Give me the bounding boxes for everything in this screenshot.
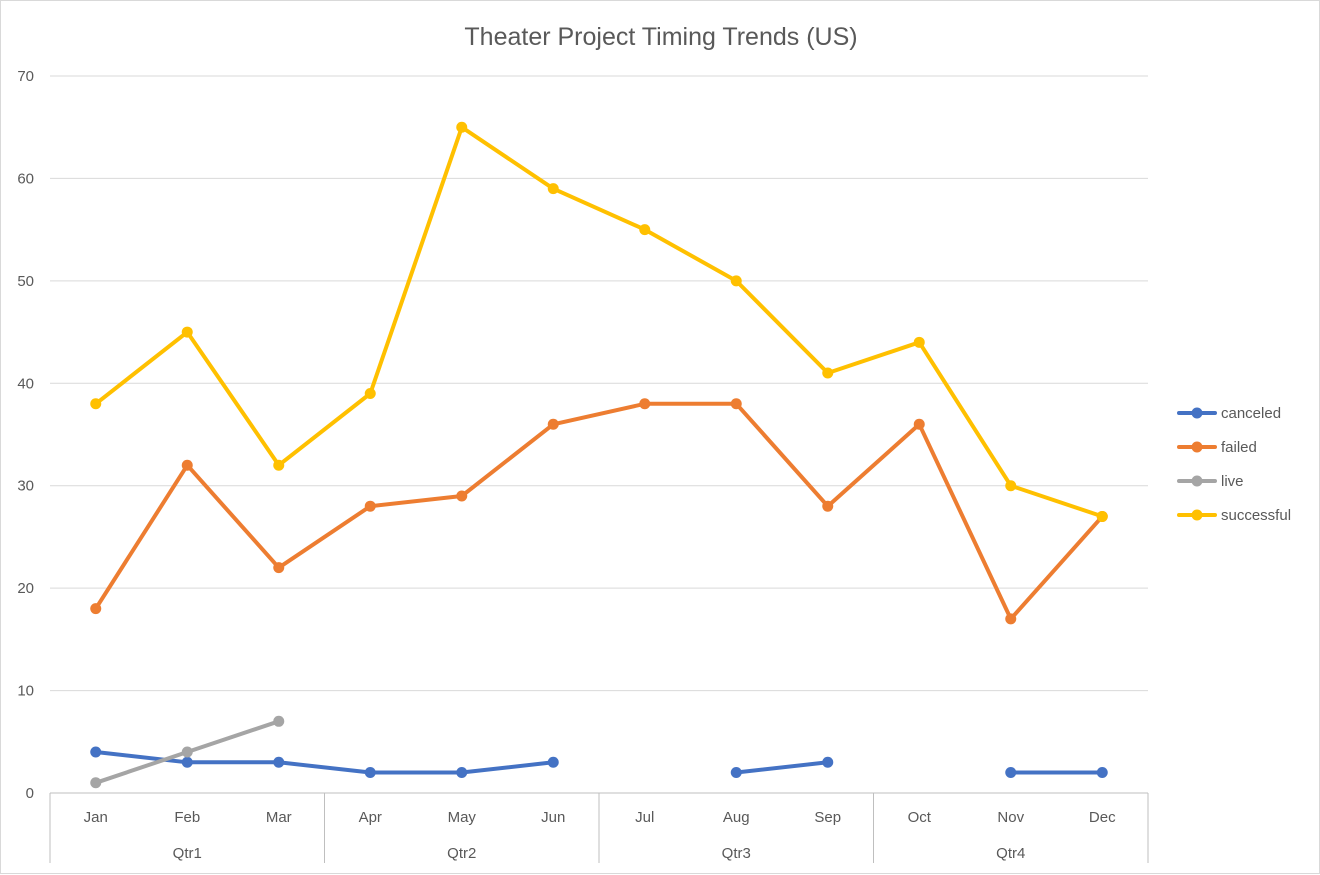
data-point-canceled: [822, 756, 834, 768]
data-point-live: [90, 777, 102, 789]
chart-title: Theater Project Timing Trends (US): [464, 23, 857, 51]
data-point-canceled: [181, 756, 193, 768]
data-point-successful: [273, 459, 285, 471]
data-point-successful: [364, 388, 376, 400]
data-point-failed: [364, 500, 376, 512]
gridlines: [50, 75, 1148, 692]
x-tick-label: Feb: [174, 809, 200, 826]
x-tick-label: Oct: [908, 809, 932, 826]
legend-swatch-marker: [1191, 475, 1203, 487]
data-point-live: [273, 715, 285, 727]
data-point-failed: [730, 398, 742, 410]
data-point-failed: [1005, 613, 1017, 625]
data-point-successful: [730, 275, 742, 287]
series-line-canceled: [93, 750, 556, 775]
x-tick-label: Apr: [359, 809, 382, 826]
x-group-label: Qtr1: [173, 845, 202, 862]
data-point-canceled: [547, 756, 559, 768]
data-point-canceled: [1005, 767, 1017, 779]
plot-area: [90, 121, 1108, 789]
x-tick-label: Jan: [84, 809, 108, 826]
data-point-canceled: [273, 756, 285, 768]
series-line-successful: [93, 125, 1105, 519]
data-point-canceled: [90, 746, 102, 758]
legend-swatch-marker: [1191, 509, 1203, 521]
x-tick-label: Dec: [1089, 809, 1116, 826]
x-tick-label: Mar: [266, 809, 292, 826]
y-tick-label: 40: [17, 375, 34, 392]
data-point-successful: [1005, 480, 1017, 492]
data-point-canceled: [364, 767, 376, 779]
legend-swatch-marker: [1191, 407, 1203, 419]
x-tick-label: Aug: [723, 809, 750, 826]
data-point-successful: [90, 398, 102, 410]
legend-label: failed: [1221, 439, 1257, 456]
data-point-canceled: [730, 767, 742, 779]
data-point-live: [181, 746, 193, 758]
data-point-failed: [181, 459, 193, 471]
series-line-failed: [93, 401, 1105, 621]
data-point-failed: [913, 418, 925, 430]
y-tick-label: 0: [26, 785, 34, 802]
x-tick-label: Sep: [814, 809, 841, 826]
y-tick-label: 10: [17, 683, 34, 700]
data-point-successful: [181, 326, 193, 338]
legend-label: live: [1221, 473, 1244, 490]
data-point-successful: [639, 224, 651, 236]
data-point-canceled: [1096, 767, 1108, 779]
data-point-successful: [822, 367, 834, 379]
data-point-failed: [547, 418, 559, 430]
legend-label: successful: [1221, 507, 1291, 524]
data-point-failed: [822, 500, 834, 512]
y-tick-label: 50: [17, 273, 34, 290]
y-tick-label: 20: [17, 580, 34, 597]
legend: canceled failed live successful: [1177, 405, 1291, 524]
data-point-failed: [90, 603, 102, 615]
data-point-failed: [456, 490, 468, 502]
x-group-label: Qtr4: [996, 845, 1025, 862]
x-group-label: Qtr3: [722, 845, 751, 862]
data-point-successful: [1096, 510, 1108, 522]
y-tick-label: 70: [17, 68, 34, 85]
x-tick-label: Jun: [541, 809, 565, 826]
legend-swatch-marker: [1191, 441, 1203, 453]
data-point-successful: [456, 121, 468, 133]
data-point-failed: [273, 562, 285, 574]
y-axis: 0 10 20 30 40 50 60 70: [17, 68, 34, 802]
x-tick-label: Jul: [635, 809, 654, 826]
data-point-failed: [639, 398, 651, 410]
x-tick-label: May: [448, 809, 477, 826]
x-axis: Jan Feb Mar Apr May Jun Jul Aug Sep Oct Nov Dec Qtr1…: [49, 792, 1149, 863]
y-tick-label: 30: [17, 478, 34, 495]
series-line-canceled: [734, 760, 830, 775]
x-group-label: Qtr2: [447, 845, 476, 862]
data-point-canceled: [456, 767, 468, 779]
data-point-successful: [913, 336, 925, 348]
x-tick-label: Nov: [997, 809, 1024, 826]
data-point-successful: [547, 183, 559, 195]
legend-label: canceled: [1221, 405, 1281, 422]
y-tick-label: 60: [17, 170, 34, 187]
